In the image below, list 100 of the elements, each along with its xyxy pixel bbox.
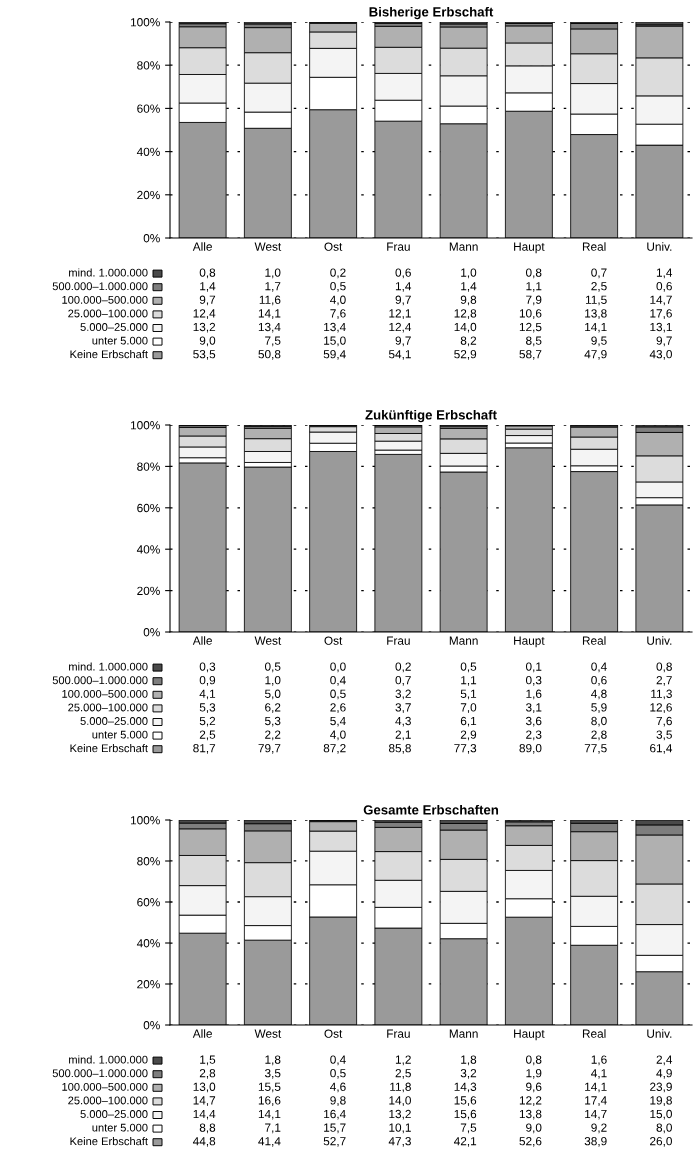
data-label: 5,4 [330, 716, 346, 727]
data-label: 0,6 [591, 676, 607, 686]
data-label: 5,3 [199, 703, 216, 713]
data-label: 3,2 [460, 1069, 477, 1079]
legend-label: 25.000–100.000 [68, 1096, 148, 1105]
x-tick-label: Mann [449, 1029, 478, 1038]
data-label: 12,1 [389, 309, 411, 319]
data-label: 1,4 [656, 268, 673, 279]
legend-label: 25.000–100.000 [68, 309, 148, 318]
legend-label: mind. 1.000.000 [69, 1055, 148, 1064]
data-label: 2,8 [591, 730, 607, 741]
legend-label: Keine Erbschaft [70, 1137, 148, 1146]
data-label: 10,1 [389, 1123, 411, 1134]
data-label: 1,4 [461, 282, 477, 292]
x-tick-label: Haupt [514, 1029, 545, 1041]
data-label: 7,6 [656, 716, 672, 727]
data-label: 0,0 [330, 662, 346, 673]
data-label: 3,7 [395, 703, 411, 713]
data-label: 13,2 [389, 1109, 411, 1120]
data-label: 6,1 [460, 716, 477, 727]
y-tick-label: 20% [137, 190, 160, 200]
data-label: 10,6 [519, 309, 542, 319]
data-label: 7,9 [526, 295, 542, 306]
data-label: 2,2 [265, 730, 281, 741]
data-label: 9,0 [199, 336, 216, 347]
data-label: 7,5 [460, 1123, 477, 1134]
data-label: 8,8 [199, 1123, 216, 1134]
data-label: 14,1 [585, 1082, 607, 1093]
y-tick-label: 100% [130, 816, 160, 825]
legend-label: unter 5.000 [92, 730, 148, 739]
data-label: 52,6 [519, 1137, 542, 1147]
data-label: 12,5 [519, 322, 542, 333]
data-label: 1,0 [265, 676, 281, 686]
data-label: 12,8 [454, 309, 477, 319]
data-label: 2,5 [199, 730, 216, 741]
data-label: 1,1 [526, 282, 542, 292]
data-label: 13,2 [193, 322, 216, 333]
data-label: 0,7 [395, 676, 411, 686]
data-label: 0,9 [199, 676, 216, 686]
y-tick-label: 60% [137, 503, 160, 513]
data-label: 4,3 [395, 716, 411, 727]
data-label: 15,0 [324, 336, 346, 347]
data-label: 53,5 [193, 350, 216, 360]
chart-title: Gesamte Erbschaften [363, 804, 499, 815]
x-tick-label: Mann [449, 242, 478, 251]
data-label: 9,8 [330, 1096, 346, 1106]
data-label: 13,1 [650, 322, 672, 333]
data-label: 12,2 [519, 1096, 542, 1106]
data-label: 2,1 [395, 730, 411, 741]
data-label: 2,7 [656, 676, 672, 686]
data-label: 0,5 [330, 689, 346, 700]
data-label: 4,0 [330, 730, 346, 741]
data-label: 1,8 [461, 1055, 477, 1066]
y-tick-label: 100% [130, 18, 160, 27]
data-label: 54,1 [388, 350, 411, 360]
data-label: 47,9 [584, 350, 607, 360]
data-label: 15,6 [454, 1096, 477, 1106]
legend-label: 500.000–1.000.000 [52, 282, 148, 291]
data-label: 2,3 [526, 730, 542, 741]
data-label: 3,2 [395, 689, 411, 700]
data-label: 11,5 [585, 295, 607, 306]
data-label: 4,6 [330, 1082, 346, 1093]
data-label: 14,7 [585, 1109, 607, 1120]
y-tick-label: 40% [136, 147, 160, 156]
data-label: 14,0 [389, 1096, 411, 1106]
data-label: 12,4 [389, 322, 412, 333]
legend-label: unter 5.000 [92, 1123, 148, 1132]
data-label: 9,7 [656, 336, 672, 347]
data-label: 5,9 [591, 703, 607, 713]
x-tick-label: Real [582, 242, 606, 251]
data-label: 23,9 [650, 1082, 672, 1093]
y-tick-label: 20% [137, 586, 160, 595]
data-label: 0,2 [395, 662, 411, 673]
y-tick-label: 80% [137, 462, 160, 471]
data-label: 52,9 [454, 350, 477, 360]
data-label: 85,8 [388, 744, 411, 754]
data-label: 0,1 [525, 662, 542, 673]
data-label: 1,4 [395, 282, 412, 292]
legend-label: 5.000–25.000 [80, 717, 148, 725]
x-tick-label: Univ. [647, 242, 672, 251]
data-label: 17,6 [650, 309, 672, 319]
data-label: 0,8 [199, 268, 216, 279]
data-label: 14,7 [193, 1096, 216, 1106]
x-tick-label: Real [582, 636, 606, 645]
data-label: 0,8 [525, 1055, 542, 1066]
data-label: 13,0 [193, 1082, 216, 1093]
x-tick-label: Mann [449, 636, 478, 645]
x-tick-label: Alle [192, 636, 212, 645]
data-label: 9,7 [395, 295, 411, 306]
data-label: 3,5 [656, 730, 672, 741]
legend-label: 100.000–500.000 [62, 689, 148, 698]
data-label: 15,6 [454, 1109, 477, 1120]
data-label: 4,9 [656, 1069, 672, 1079]
data-label: 1,6 [591, 1055, 607, 1066]
data-label: 0,5 [264, 662, 281, 673]
y-tick-label: 40% [136, 939, 160, 948]
data-label: 4,1 [591, 1069, 607, 1079]
data-label: 1,0 [461, 268, 477, 279]
data-label: 5,1 [460, 689, 477, 700]
x-tick-label: Alle [192, 242, 212, 251]
